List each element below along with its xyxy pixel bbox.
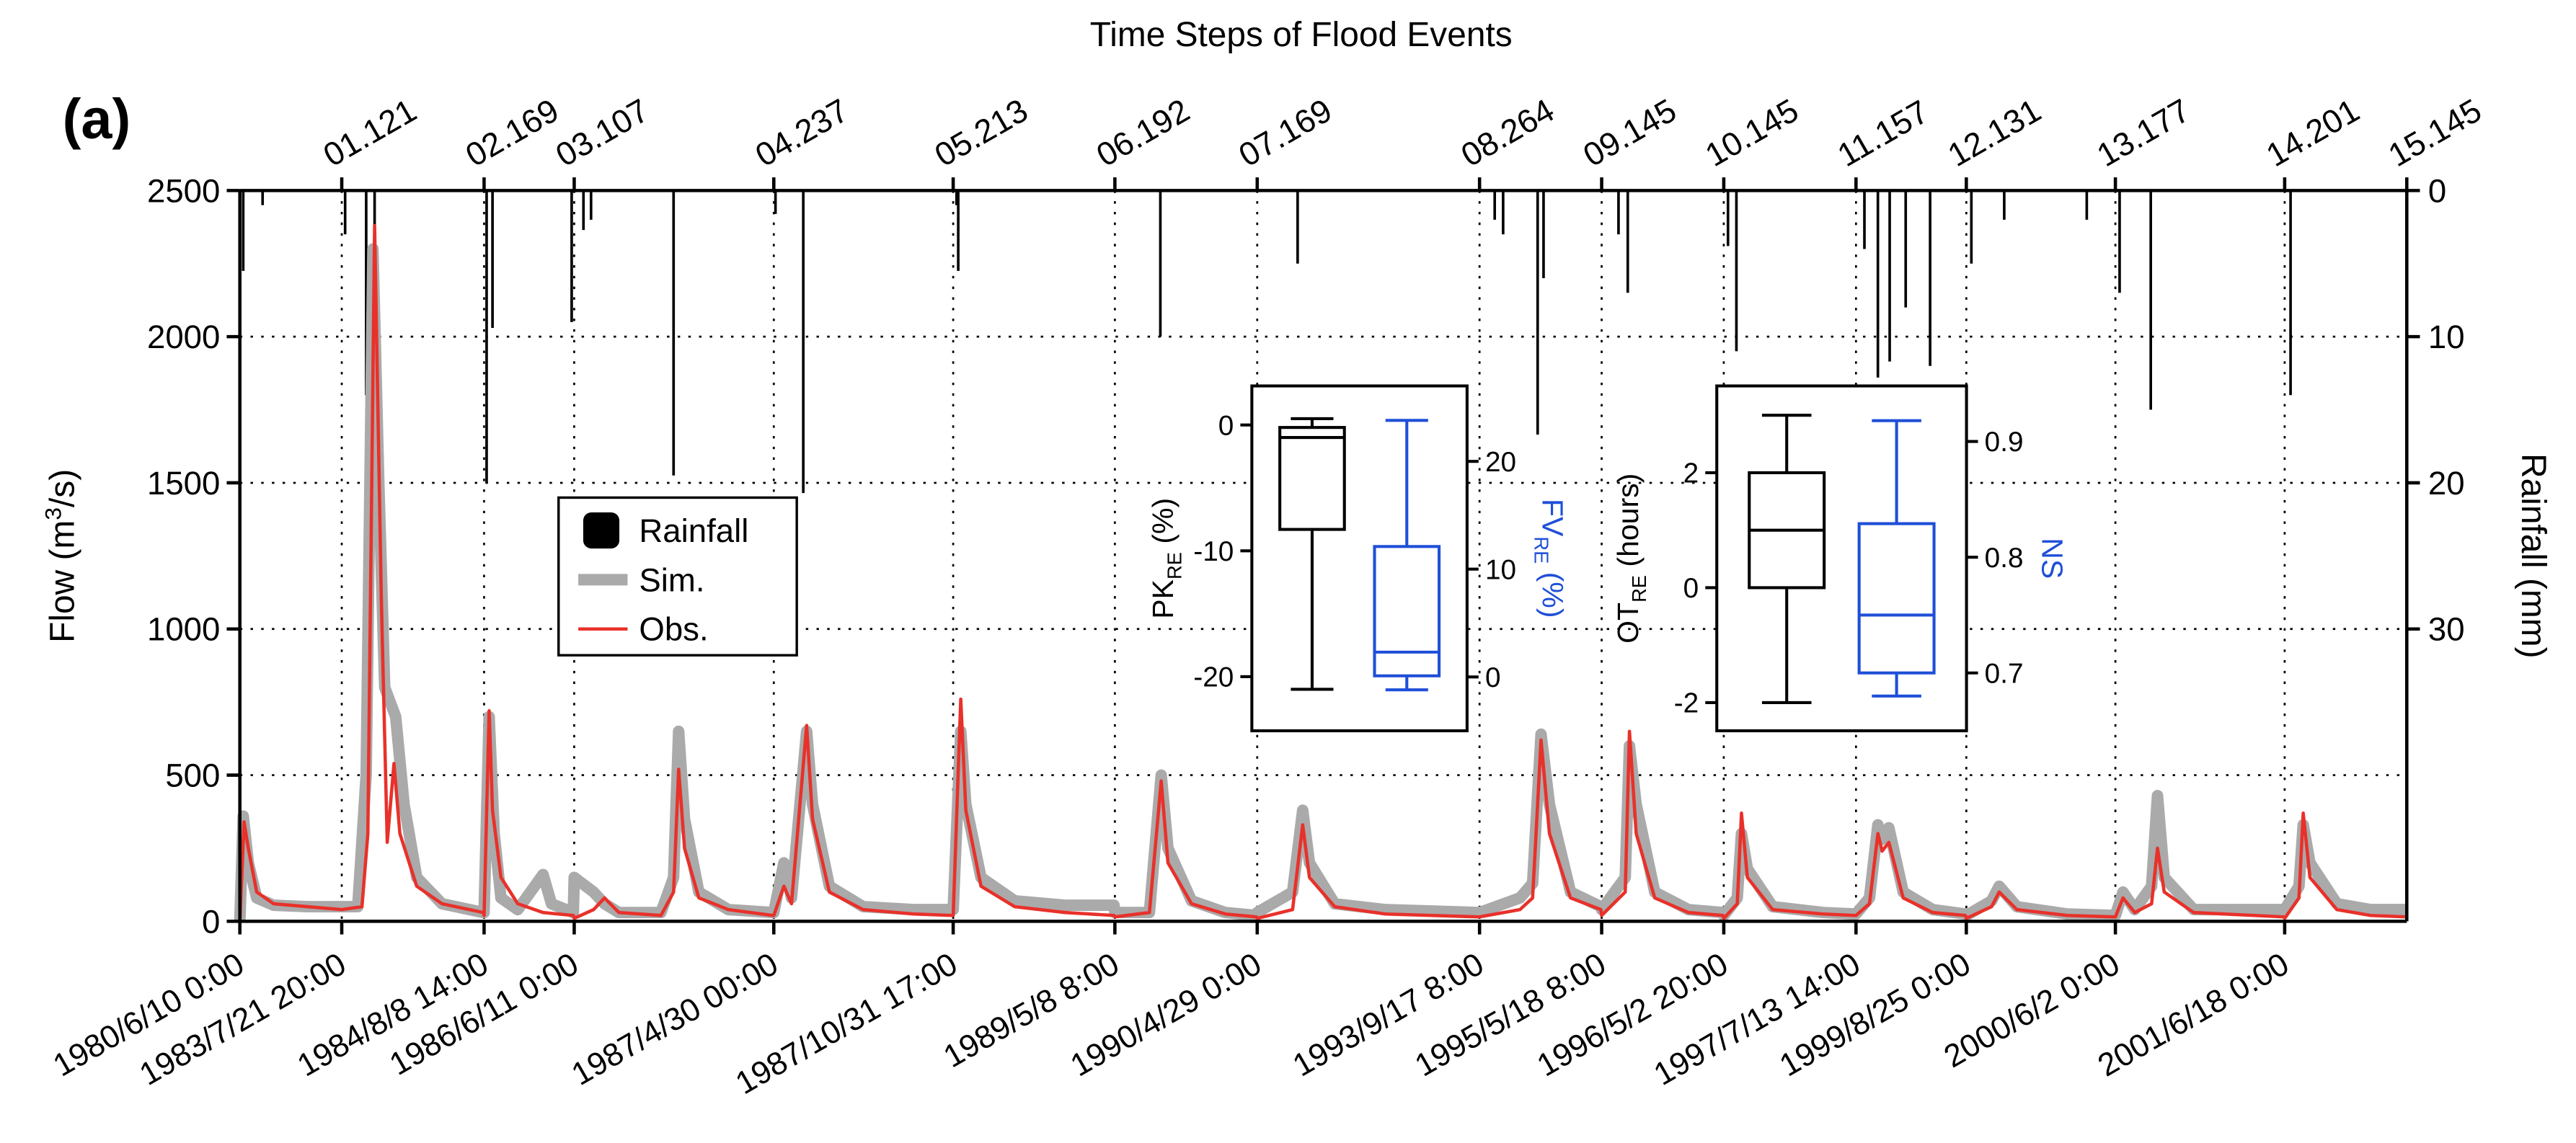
legend-label: Sim. <box>639 561 704 598</box>
legend-label: Rainfall <box>639 512 748 549</box>
inset-y2-tick-label: 0.7 <box>1985 658 2024 689</box>
inset-y-tick-label: 2 <box>1683 458 1699 489</box>
inset-y2-tick-label: 0 <box>1485 662 1501 693</box>
inset-y-label-part: RE <box>1163 552 1185 579</box>
inset-y2-label: NS <box>2035 538 2068 579</box>
box <box>1373 545 1441 677</box>
panel-label: (a) <box>63 88 131 150</box>
inset-y-label: PKRE (%) <box>1146 498 1185 619</box>
top-axis-title: Time Steps of Flood Events <box>1090 16 1513 54</box>
inset-y-tick-label: 0 <box>1683 573 1699 604</box>
y-axis-label-part: 3 <box>40 507 66 520</box>
y-axis-label: Flow (m3/s) <box>40 469 81 643</box>
inset-y2-tick-label: 20 <box>1485 447 1516 478</box>
y-tick-label: 1500 <box>147 465 220 502</box>
inset-y-label: OTRE (hours) <box>1611 473 1650 644</box>
inset-y2-label-part: RE <box>1530 536 1552 564</box>
inset-y2-tick-label: 0.9 <box>1985 427 2024 458</box>
inset-y2-label: FVRE (%) <box>1530 499 1569 618</box>
legend-swatch <box>583 512 620 549</box>
inset-y-label-part: PK <box>1146 579 1179 619</box>
inset-y-label-part: RE <box>1628 575 1650 602</box>
y2-tick-label: 30 <box>2428 611 2465 648</box>
y2-tick-label: 10 <box>2428 319 2465 355</box>
box <box>1278 426 1346 531</box>
y2-axis-label: Rainfall (mm) <box>2514 453 2552 658</box>
inset-y-label-part: (%) <box>1146 498 1179 552</box>
inset-y2-label-part: (%) <box>1536 564 1570 618</box>
y-tick-label: 0 <box>202 903 220 940</box>
inset-frame <box>1715 384 1968 733</box>
legend-label: Obs. <box>639 611 708 648</box>
y-tick-label: 2000 <box>147 319 220 355</box>
inset-y-tick-label: -20 <box>1193 662 1234 693</box>
y-axis-label-part: /s) <box>44 469 82 507</box>
inset-y2-label-part: NS <box>2035 538 2068 579</box>
inset-frame <box>1250 384 1469 733</box>
inset-y-label-part: OT <box>1611 602 1645 644</box>
inset-y2-tick-label: 10 <box>1485 554 1516 585</box>
inset-y-label-part: (hours) <box>1611 473 1645 575</box>
y-tick-label: 1000 <box>147 611 220 648</box>
inset-y-tick-label: -2 <box>1674 688 1699 719</box>
inset-y2-tick-label: 0.8 <box>1985 543 2024 574</box>
box <box>1857 522 1936 675</box>
y-axis-label-part: Flow (m <box>44 520 82 643</box>
inset-y-tick-label: 0 <box>1218 410 1234 441</box>
y-tick-label: 2500 <box>147 172 220 209</box>
y2-tick-label: 0 <box>2428 172 2446 209</box>
y-tick-label: 500 <box>165 757 220 794</box>
inset-y-tick-label: -10 <box>1193 536 1234 567</box>
obs-line <box>238 223 2407 922</box>
y2-tick-label: 20 <box>2428 465 2465 502</box>
inset-y2-label-part: FV <box>1536 499 1570 537</box>
